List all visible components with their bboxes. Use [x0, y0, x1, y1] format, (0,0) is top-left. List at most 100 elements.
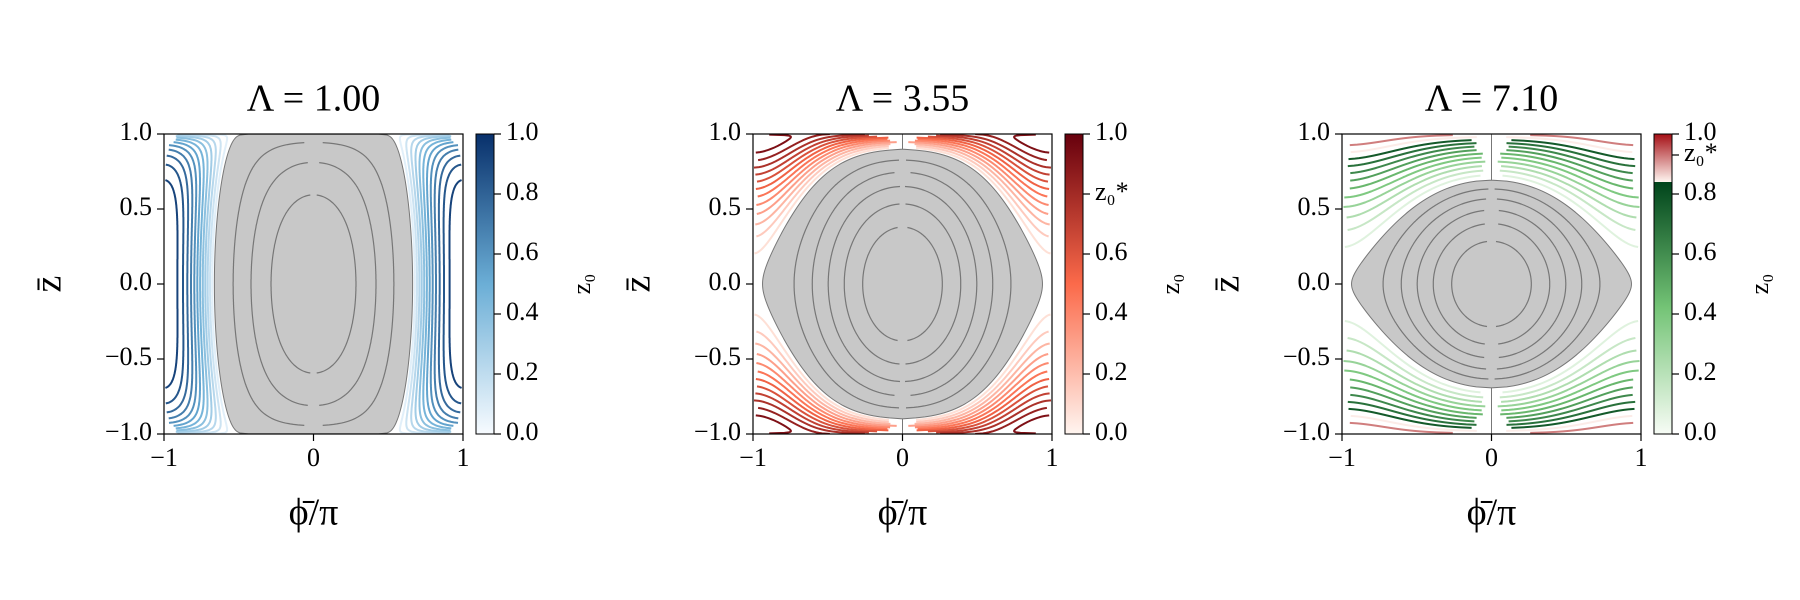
chart-title: Λ = 7.10 — [1425, 78, 1559, 120]
contour-line — [1432, 223, 1485, 345]
contour-line — [1382, 188, 1489, 380]
contour-line — [426, 141, 454, 427]
colorbar-tick-label: 1.0 — [1095, 117, 1128, 146]
contour-line — [1344, 174, 1481, 394]
contour-line — [166, 154, 190, 414]
contour-line — [910, 172, 994, 396]
colorbar-tick-label: 0.2 — [1095, 357, 1128, 386]
colorbar — [1064, 133, 1084, 435]
contour-line — [908, 141, 1049, 427]
contour-line — [1511, 139, 1635, 429]
colorbar-label: z₀ — [1745, 274, 1774, 295]
contour-line — [757, 134, 830, 434]
contour-line — [1346, 165, 1482, 403]
contour-line — [1500, 152, 1634, 416]
contour-line — [1350, 149, 1477, 419]
contour-line — [322, 142, 395, 426]
contour-line — [755, 134, 792, 434]
contour-line — [1508, 145, 1633, 423]
y-tick-label: 0.5 — [120, 192, 153, 221]
x-tick-label: 0 — [307, 443, 320, 472]
separatrix-region — [762, 134, 1043, 434]
chart-title: Λ = 3.55 — [836, 78, 970, 120]
y-axis-label: z̄ — [28, 276, 70, 293]
contour-line — [175, 135, 213, 433]
contour-line — [1530, 134, 1634, 434]
contour-line — [414, 135, 452, 433]
x-tick-label: 1 — [1635, 443, 1648, 472]
contour-line — [916, 136, 1050, 432]
colorbar-label: z₀ — [567, 274, 596, 295]
contour-line — [905, 159, 1012, 409]
y-tick-label: −0.5 — [105, 342, 152, 371]
colorbar-tick-label: 0.8 — [506, 177, 539, 206]
x-tick-label: 0 — [896, 443, 909, 472]
contour-line — [1347, 169, 1484, 399]
x-tick-label: 0 — [1485, 443, 1498, 472]
contour-line — [862, 226, 898, 342]
y-tick-label: 1.0 — [709, 117, 742, 146]
y-tick-label: 0.0 — [709, 267, 742, 296]
x-tick-label: 1 — [1046, 443, 1059, 472]
contour-line — [180, 134, 229, 434]
contour-line — [168, 148, 194, 420]
colorbar-tick-label: 0.6 — [506, 237, 539, 266]
y-tick-label: −1.0 — [105, 417, 152, 446]
contour-line — [914, 139, 1049, 429]
contour-line — [1343, 160, 1486, 408]
contour-line — [1494, 188, 1601, 380]
contour-line — [755, 143, 891, 425]
contour-line — [1495, 240, 1532, 328]
colorbar-tick-label: 0.4 — [1684, 297, 1717, 326]
contour-line — [811, 172, 895, 396]
contour-line — [905, 203, 962, 365]
y-axis-label: z̄ — [1206, 276, 1248, 293]
contour-line — [1501, 156, 1639, 412]
contour-line — [1350, 136, 1477, 432]
contour-line — [1349, 152, 1483, 416]
contour-line — [1344, 156, 1482, 412]
contour-line — [975, 134, 1048, 434]
contour-line — [232, 142, 305, 426]
contour-line — [907, 226, 943, 342]
plot-area — [1343, 134, 1640, 434]
contour-line — [1416, 209, 1485, 359]
contour-line — [756, 135, 878, 433]
contour-line — [757, 138, 888, 430]
panel: −1 0 1 −1.0 −0.5 0.0 0.5 1.0 Λ = 7.10 ϕ̄/π z̄ 0.0 0.… — [1206, 78, 1774, 534]
contour-line — [442, 163, 462, 405]
x-tick-label: 1 — [457, 443, 470, 472]
colorbar-tick-label: 0.6 — [1095, 237, 1128, 266]
contour-line — [398, 134, 447, 434]
contour-line — [1013, 134, 1050, 434]
contour-line — [165, 179, 179, 389]
x-tick-label: −1 — [1328, 443, 1356, 472]
colorbar-tick-label: 0.2 — [506, 357, 539, 386]
contour-line — [173, 141, 201, 427]
contour-line — [1498, 223, 1551, 345]
colorbar-tick-label: z₀* — [1095, 177, 1129, 206]
y-tick-label: −0.5 — [1283, 342, 1330, 371]
contour-line — [319, 162, 377, 406]
chart-title: Λ = 1.00 — [247, 78, 381, 120]
contour-line — [827, 185, 901, 383]
contour-line — [793, 159, 900, 409]
contour-line — [1499, 169, 1636, 399]
colorbar-tick-label: 0.8 — [1684, 177, 1717, 206]
contour-line — [904, 185, 978, 383]
contour-line — [175, 138, 205, 430]
contour-line — [270, 194, 311, 374]
y-tick-label: −1.0 — [694, 417, 741, 446]
contour-line — [917, 138, 1048, 430]
contour-line — [1498, 209, 1567, 359]
contour-line — [433, 148, 459, 420]
contour-line — [1400, 198, 1487, 370]
plot-area — [165, 134, 462, 434]
colorbar-label: z₀ — [1156, 274, 1185, 295]
contour-line — [1497, 160, 1640, 408]
colorbar — [1653, 133, 1673, 435]
colorbar-tick-label: 0.0 — [1684, 417, 1717, 446]
contour-line — [168, 144, 198, 424]
contour-line — [1451, 240, 1488, 328]
